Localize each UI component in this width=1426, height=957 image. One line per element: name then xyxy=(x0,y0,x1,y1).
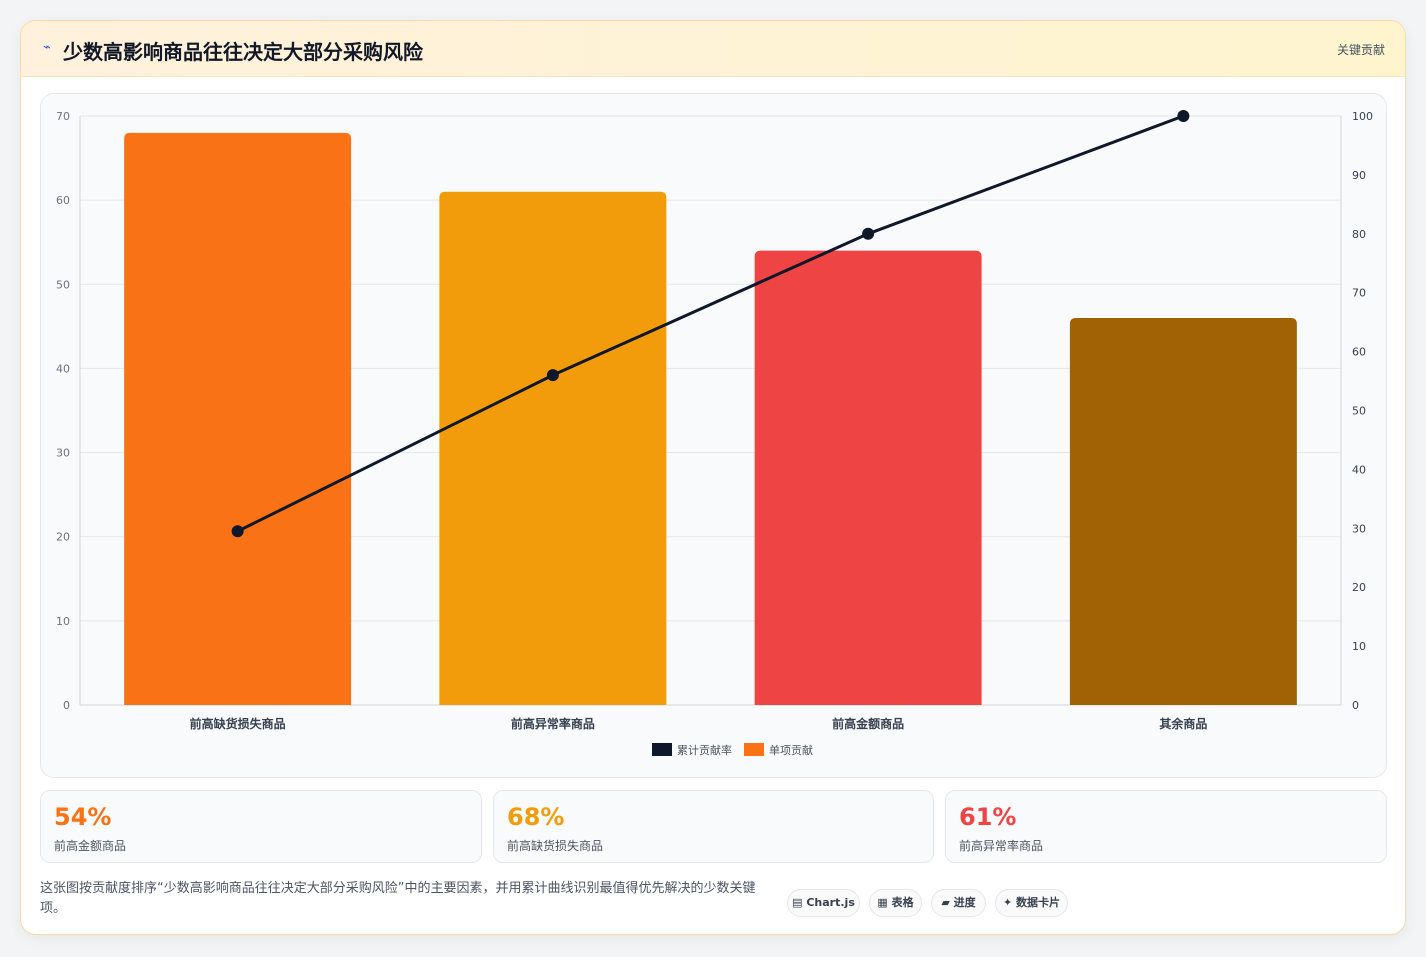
progress-icon: ▰ xyxy=(941,896,950,909)
x-tick-label: 其余商品 xyxy=(1159,716,1207,731)
tag-label: Chart.js xyxy=(806,896,855,909)
y2-tick-label: 90 xyxy=(1352,169,1366,182)
legend-swatch xyxy=(652,743,672,756)
legend-label: 单项贡献 xyxy=(769,743,813,757)
y2-tick-label: 10 xyxy=(1352,640,1366,653)
bolt-icon: ⌁ xyxy=(43,40,51,55)
tag-progress[interactable]: ▰ 进度 xyxy=(931,889,986,917)
chart-card: ⌁ 少数高影响商品往往决定大部分采购风险 关键贡献 0 10 20 30 40 50 60 7… xyxy=(20,20,1406,935)
pareto-chart: 0 10 20 30 40 50 60 70 0 10 20 30 40 50 60 70 80 90 100 前高缺… xyxy=(56,110,1373,757)
y-tick-label: 0 xyxy=(63,699,70,712)
stat-label: 前高异常率商品 xyxy=(959,839,1044,853)
bar-3 xyxy=(754,250,982,705)
chart-panel: 0 10 20 30 40 50 60 70 0 10 20 30 40 50 60 70 80 90 100 前高缺… xyxy=(40,93,1387,778)
line-point-4 xyxy=(1177,110,1190,122)
legend-label: 累计贡献率 xyxy=(677,743,732,757)
x-tick-label: 前高金额商品 xyxy=(832,716,904,731)
bar-1 xyxy=(124,132,352,706)
y-tick-label: 50 xyxy=(56,278,70,291)
y-tick-label: 40 xyxy=(56,362,70,375)
y-tick-label: 70 xyxy=(56,110,70,123)
y2-tick-label: 20 xyxy=(1352,581,1366,594)
stat-card: 61% 前高异常率商品 xyxy=(945,790,1387,863)
y-tick-label: 60 xyxy=(56,194,70,207)
tag-chartjs[interactable]: ▤ Chart.js xyxy=(787,889,860,917)
line-point-2 xyxy=(546,369,559,382)
tag-label: 数据卡片 xyxy=(1016,896,1061,909)
bar-2 xyxy=(439,191,667,705)
y2-tick-label: 50 xyxy=(1352,405,1366,418)
y2-tick-label: 40 xyxy=(1352,463,1366,476)
stat-value: 54% xyxy=(54,803,112,831)
chart-icon: ▤ xyxy=(792,896,803,909)
x-tick-label: 前高缺货损失商品 xyxy=(190,716,286,731)
stat-label: 前高金额商品 xyxy=(54,839,127,853)
x-tick-label: 前高异常率商品 xyxy=(511,716,595,731)
sparkle-icon: ✦ xyxy=(1002,896,1013,909)
stat-card: 54% 前高金额商品 xyxy=(40,790,482,863)
chart-description: 这张图按贡献度排序“少数高影响商品往往决定大部分采购风险”中的主要因素，并用累计… xyxy=(40,881,756,916)
y2-tick-label: 100 xyxy=(1352,110,1373,123)
y2-tick-label: 60 xyxy=(1352,346,1366,359)
card-title: 少数高影响商品往往决定大部分采购风险 xyxy=(63,40,423,64)
stat-value: 61% xyxy=(959,803,1017,831)
table-icon: ▦ xyxy=(877,896,888,909)
line-point-3 xyxy=(862,227,875,240)
header-badge[interactable]: 关键贡献 xyxy=(1336,43,1385,57)
card-header: ⌁ 少数高影响商品往往决定大部分采购风险 关键贡献 xyxy=(21,21,1405,77)
stat-card: 68% 前高缺货损失商品 xyxy=(493,790,934,863)
stat-value: 68% xyxy=(507,803,565,831)
stat-label: 前高缺货损失商品 xyxy=(507,839,604,853)
y2-tick-label: 70 xyxy=(1352,287,1366,300)
y-tick-label: 10 xyxy=(56,615,70,628)
tag-data-cards[interactable]: ✦ 数据卡片 xyxy=(995,889,1068,917)
tag-label: 表格 xyxy=(891,896,914,909)
tag-table[interactable]: ▦ 表格 xyxy=(869,889,922,917)
bar-4 xyxy=(1069,317,1297,705)
y2-tick-label: 0 xyxy=(1352,699,1359,712)
legend-swatch xyxy=(744,743,764,756)
cumulative-line xyxy=(236,114,1184,533)
y2-tick-label: 80 xyxy=(1352,228,1366,241)
line-point-1 xyxy=(231,525,244,538)
y2-tick-label: 30 xyxy=(1352,522,1366,535)
y-tick-label: 30 xyxy=(56,447,70,460)
y-tick-label: 20 xyxy=(56,531,70,544)
tag-label: 进度 xyxy=(953,896,976,909)
